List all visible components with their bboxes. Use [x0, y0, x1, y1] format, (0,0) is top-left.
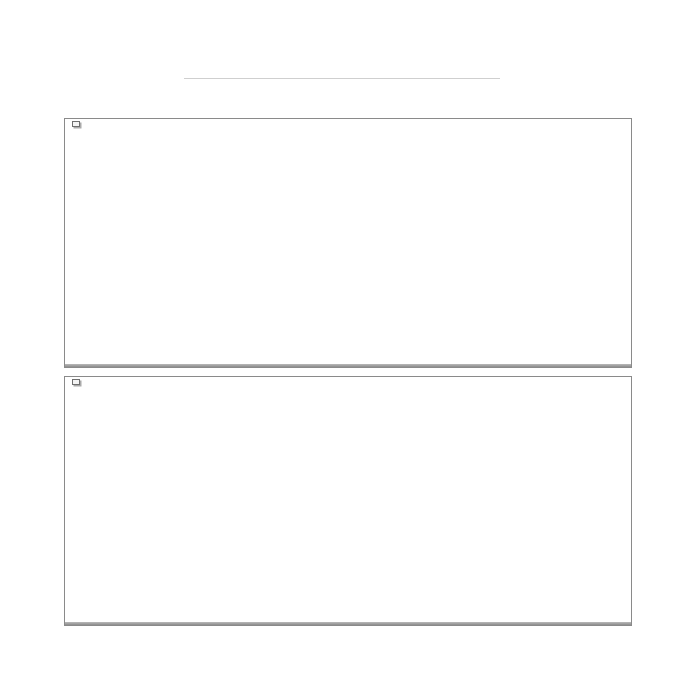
dynojet-logo — [196, 31, 496, 87]
power-curves — [65, 119, 631, 367]
page-header — [0, 0, 700, 112]
power-legend[interactable] — [72, 121, 80, 127]
torque-curves — [65, 377, 631, 625]
power-plot-area[interactable] — [64, 118, 632, 368]
torque-legend[interactable] — [72, 379, 80, 385]
torque-plot-area[interactable] — [64, 376, 632, 626]
header-rule — [184, 78, 500, 79]
